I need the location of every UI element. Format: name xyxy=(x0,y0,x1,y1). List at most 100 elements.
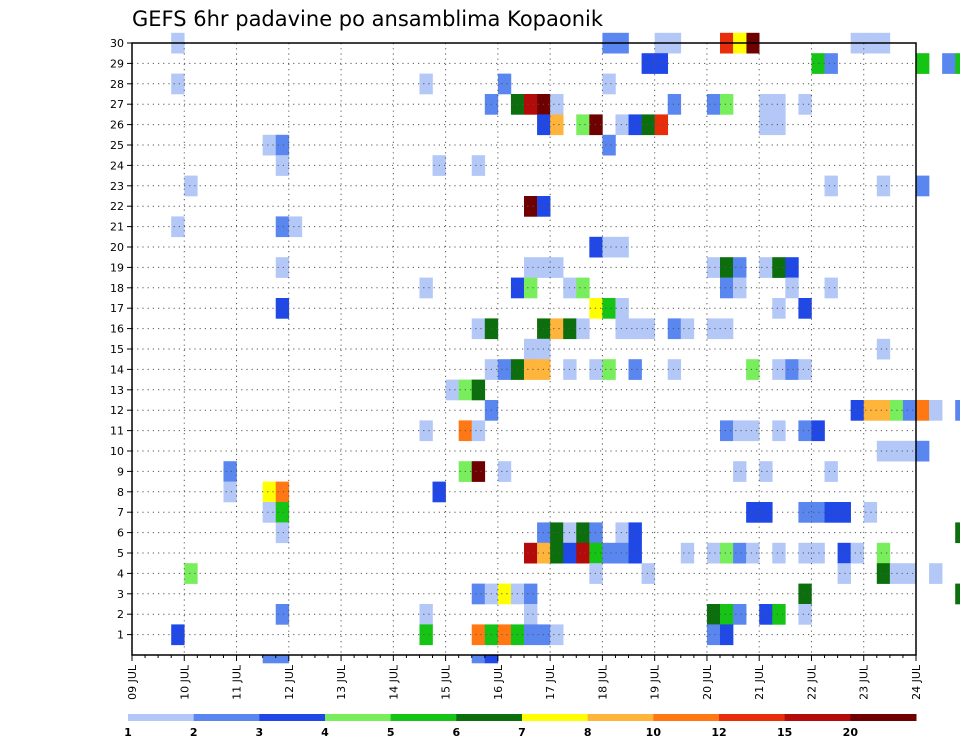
heatmap-cell xyxy=(798,542,812,564)
heatmap-cell xyxy=(772,114,786,136)
heatmap-cell xyxy=(811,53,825,74)
heatmap-cell xyxy=(706,318,721,340)
heatmap-cell xyxy=(955,522,960,544)
heatmap-cell xyxy=(720,257,734,278)
heatmap-cell xyxy=(759,461,773,482)
heatmap-cell xyxy=(576,522,590,544)
heatmap-cell xyxy=(497,583,512,605)
heatmap-cell xyxy=(706,94,721,115)
heatmap-cell xyxy=(524,338,538,360)
heatmap-cell xyxy=(667,318,682,340)
x-tick-label: 20 JUL xyxy=(701,664,714,700)
heatmap-cell xyxy=(576,542,590,564)
heatmap-cell xyxy=(824,175,838,197)
x-tick-label: 13 JUL xyxy=(335,664,348,700)
heatmap-cell xyxy=(275,502,290,523)
heatmap-cell xyxy=(955,583,960,605)
heatmap-cell xyxy=(759,502,773,523)
heatmap-cell xyxy=(471,379,486,401)
heatmap-cell xyxy=(275,655,290,664)
heatmap-cell xyxy=(916,175,930,197)
heatmap-cell xyxy=(929,563,943,584)
heatmap-cell xyxy=(916,440,930,462)
heatmap-cell xyxy=(524,604,538,625)
heatmap-cell xyxy=(602,134,616,156)
y-tick-label: 13 xyxy=(110,384,124,397)
y-tick-label: 21 xyxy=(110,221,124,234)
heatmap-cell xyxy=(706,257,721,278)
heatmap-cell xyxy=(275,216,290,238)
heatmap-cell xyxy=(876,440,891,462)
heatmap-cell xyxy=(628,542,642,564)
heatmap-cell xyxy=(654,53,669,74)
heatmap-cell xyxy=(772,604,786,625)
heatmap-cell xyxy=(876,400,891,421)
heatmap-cell xyxy=(628,114,642,136)
heatmap-cell xyxy=(524,583,538,605)
heatmap-cell xyxy=(184,175,198,197)
y-axis: 1234567891011121314151617181920212223242… xyxy=(110,37,132,642)
x-tick-label: 24 JUL xyxy=(910,664,923,700)
colorbar-label: 15 xyxy=(777,726,792,739)
heatmap-cell xyxy=(876,563,891,584)
heatmap-cell xyxy=(798,420,812,442)
y-tick-label: 30 xyxy=(110,37,124,50)
heatmap-cell xyxy=(746,542,760,564)
heatmap-cell xyxy=(576,277,590,299)
heatmap-cell xyxy=(798,502,812,523)
heatmap-cell xyxy=(798,359,812,380)
heatmap-cell xyxy=(824,461,838,482)
heatmap-cell xyxy=(471,318,486,340)
colorbar-swatch xyxy=(128,714,195,721)
heatmap-cell xyxy=(171,73,185,95)
heatmap-cell xyxy=(798,604,812,625)
heatmap-cell xyxy=(811,420,825,442)
heatmap-cell xyxy=(811,502,825,523)
heatmap-cell xyxy=(171,624,185,646)
heatmap-cell xyxy=(837,563,851,584)
heatmap-cell xyxy=(275,155,290,176)
heatmap-cell xyxy=(275,604,290,625)
heatmap-cell xyxy=(720,604,734,625)
y-tick-label: 28 xyxy=(110,78,124,91)
x-tick-label: 19 JUL xyxy=(649,664,662,700)
heatmap-cell xyxy=(550,94,564,115)
heatmap-cell xyxy=(589,542,603,564)
heatmap-cell xyxy=(706,604,721,625)
x-tick-label: 18 JUL xyxy=(596,664,609,700)
heatmap-cell xyxy=(798,583,812,605)
grid-lines xyxy=(132,42,916,655)
heatmap-cell xyxy=(759,94,773,115)
heatmap-cell xyxy=(171,216,185,238)
heatmap-cell xyxy=(720,624,734,646)
heatmap-cell xyxy=(524,257,538,278)
heatmap-cell xyxy=(419,277,433,299)
heatmap-cell xyxy=(667,359,682,380)
heatmap-cell xyxy=(680,542,695,564)
heatmap-cell xyxy=(720,420,734,442)
heatmap-cell xyxy=(471,624,486,646)
colorbar-swatch xyxy=(456,714,523,721)
heatmap-cell xyxy=(955,53,960,74)
heatmap-cell xyxy=(955,400,960,421)
heatmap-cell xyxy=(720,94,734,115)
heatmap-cell xyxy=(929,400,943,421)
heatmap-cell xyxy=(262,655,277,664)
y-tick-label: 5 xyxy=(117,547,124,560)
heatmap-cell xyxy=(550,257,564,278)
heatmap-cell xyxy=(615,236,629,258)
y-tick-label: 20 xyxy=(110,241,124,254)
y-tick-label: 23 xyxy=(110,180,124,193)
x-tick-label: 23 JUL xyxy=(858,664,871,700)
y-tick-label: 25 xyxy=(110,139,124,152)
x-tick-label: 16 JUL xyxy=(492,664,505,700)
heatmap-cell xyxy=(720,542,734,564)
y-tick-label: 24 xyxy=(110,159,124,172)
heatmap-cell xyxy=(785,277,799,299)
heatmap-cell xyxy=(680,318,695,340)
heatmap-cell xyxy=(275,134,290,156)
y-tick-label: 7 xyxy=(117,506,124,519)
heatmap-cell xyxy=(223,461,237,482)
x-tick-label: 12 JUL xyxy=(283,664,296,700)
